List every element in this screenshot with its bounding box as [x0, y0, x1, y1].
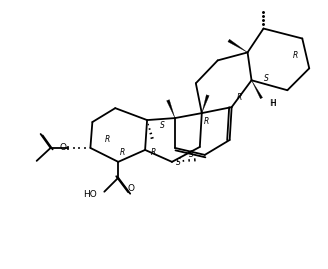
Text: S: S	[189, 150, 194, 160]
Polygon shape	[228, 39, 248, 52]
Text: H: H	[269, 99, 276, 108]
Text: R: R	[237, 93, 242, 102]
Text: R: R	[204, 116, 209, 126]
Text: R: R	[105, 136, 110, 144]
Polygon shape	[252, 80, 263, 99]
Text: H: H	[271, 99, 276, 108]
Text: O: O	[59, 143, 66, 153]
Text: R: R	[151, 148, 156, 157]
Text: S: S	[175, 158, 180, 167]
Text: O: O	[128, 184, 135, 193]
Text: S: S	[264, 74, 269, 83]
Polygon shape	[167, 100, 175, 118]
Text: R: R	[293, 51, 298, 60]
Polygon shape	[202, 95, 209, 113]
Text: R: R	[120, 148, 125, 157]
Text: S: S	[160, 121, 164, 130]
Text: HO: HO	[84, 190, 97, 199]
